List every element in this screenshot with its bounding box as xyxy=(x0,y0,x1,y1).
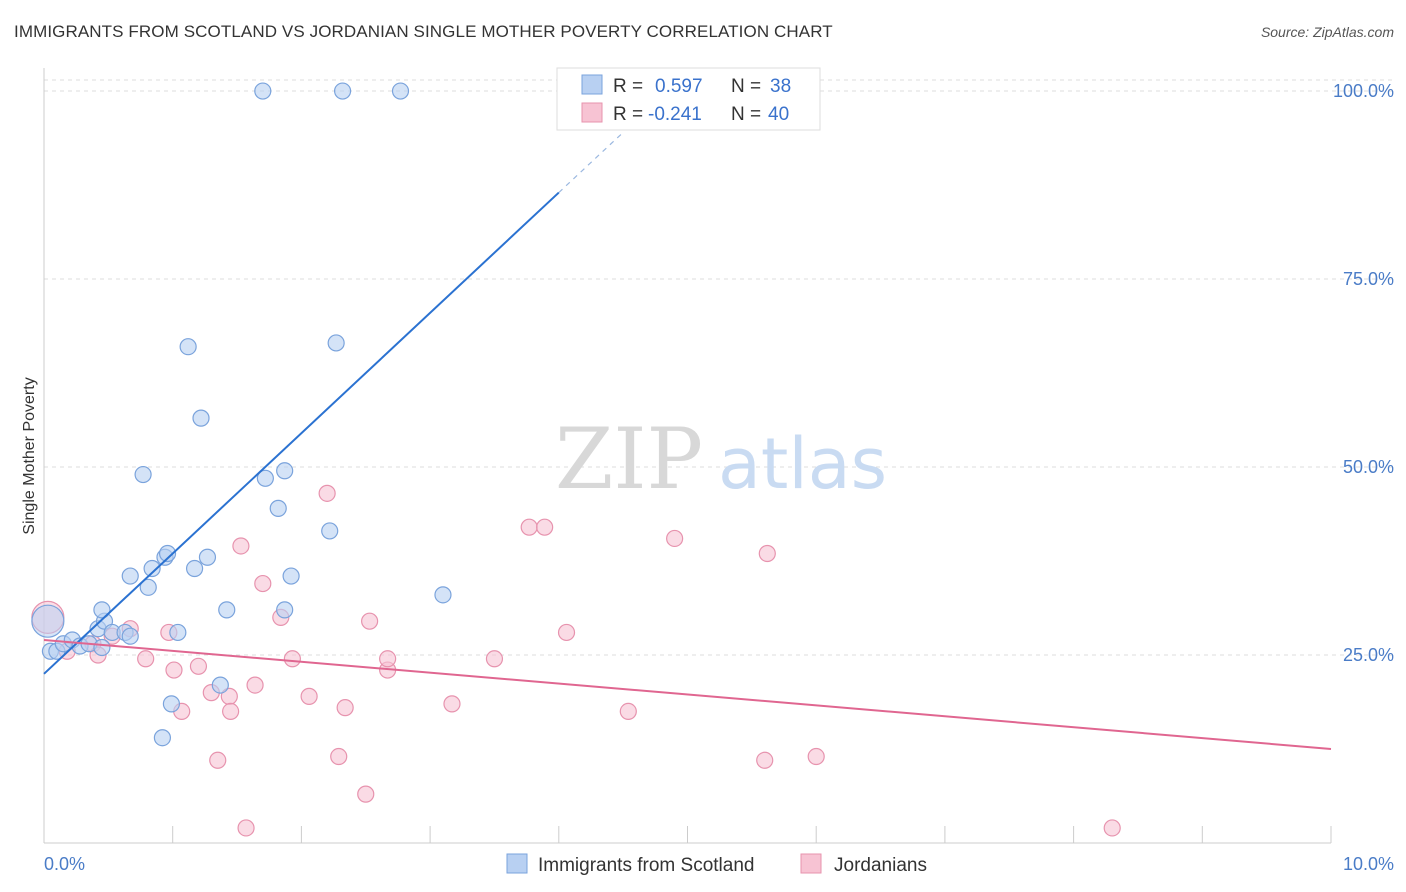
trend-line-jordanians xyxy=(43,638,1332,751)
point-jordanians xyxy=(536,518,554,536)
point-jordanians xyxy=(357,785,375,803)
point-scotland xyxy=(31,604,65,638)
legend-r-value-scotland: 0.597 xyxy=(655,76,703,97)
point-scotland xyxy=(256,469,274,487)
legend-r-value-jordanians: -0.241 xyxy=(648,104,702,125)
point-scotland xyxy=(169,623,187,642)
point-jordanians xyxy=(756,751,774,769)
legend-r-label-1: R = xyxy=(613,76,643,97)
point-jordanians xyxy=(807,747,825,766)
point-scotland xyxy=(192,409,210,427)
point-scotland xyxy=(282,567,300,585)
chart-title: IMMIGRANTS FROM SCOTLAND VS JORDANIAN SI… xyxy=(14,22,833,41)
point-jordanians xyxy=(666,529,684,548)
point-scotland xyxy=(198,548,217,566)
y-tick-label: 25.0% xyxy=(1343,645,1394,665)
bottom-legend-scotland: Immigrants from Scotland xyxy=(538,855,754,876)
legend-n-value-scotland: 38 xyxy=(770,76,791,97)
axes xyxy=(43,68,1332,844)
trend-line-scotland-extension xyxy=(558,131,624,193)
legend-n-label-2: N = xyxy=(731,104,761,125)
x-tick-label-min: 0.0% xyxy=(44,854,85,874)
point-scotland xyxy=(143,559,161,578)
series-jordanians-points xyxy=(31,484,1121,837)
point-scotland xyxy=(185,559,204,578)
point-jordanians xyxy=(330,747,348,766)
bottom-swatch-jordanians xyxy=(800,853,822,874)
point-jordanians xyxy=(318,484,336,502)
watermark-zip: ZIP xyxy=(555,410,703,508)
point-scotland xyxy=(162,695,181,713)
point-scotland xyxy=(93,601,111,619)
point-jordanians xyxy=(237,819,255,837)
point-jordanians xyxy=(137,650,155,668)
series-scotland-points xyxy=(31,82,452,747)
y-tick-label: 100.0% xyxy=(1333,81,1394,101)
point-scotland xyxy=(276,601,294,619)
point-jordanians xyxy=(443,695,461,713)
legend-n-value-jordanians: 40 xyxy=(768,104,789,125)
point-jordanians xyxy=(361,612,379,630)
point-jordanians xyxy=(165,661,183,679)
legend-swatch-scotland xyxy=(581,74,603,95)
point-jordanians xyxy=(1103,819,1121,837)
bottom-legend-jordanians: Jordanians xyxy=(834,855,927,876)
point-scotland xyxy=(391,82,410,100)
point-scotland xyxy=(434,586,452,604)
point-jordanians xyxy=(758,544,776,563)
trend-lines xyxy=(43,131,1332,751)
point-jordanians xyxy=(254,574,272,593)
point-jordanians xyxy=(283,650,301,668)
point-scotland xyxy=(321,522,339,540)
correlation-legend: R = 0.597 N = 38 R = -0.241 N = 40 xyxy=(556,67,821,131)
point-scotland xyxy=(93,638,111,657)
point-scotland xyxy=(276,462,294,480)
point-jordanians xyxy=(336,699,354,717)
watermark-atlas: atlas xyxy=(718,423,887,505)
point-scotland xyxy=(121,567,139,585)
point-scotland xyxy=(333,82,352,100)
point-scotland xyxy=(254,82,272,100)
grid-lines xyxy=(44,79,1394,656)
point-scotland xyxy=(121,627,139,645)
point-scotland xyxy=(179,338,197,356)
point-jordanians xyxy=(557,623,576,642)
point-jordanians xyxy=(232,537,250,555)
point-jordanians xyxy=(485,650,504,668)
source-credit: Source: ZipAtlas.com xyxy=(1260,24,1394,40)
point-scotland xyxy=(153,729,172,747)
legend-r-label-2: R = xyxy=(613,104,643,125)
y-tick-label: 50.0% xyxy=(1343,457,1394,477)
point-scotland xyxy=(139,578,157,596)
point-jordanians xyxy=(246,676,264,694)
point-scotland xyxy=(211,676,229,694)
point-jordanians xyxy=(209,751,227,769)
point-jordanians xyxy=(189,657,208,675)
point-jordanians xyxy=(379,650,397,668)
trend-line-scotland xyxy=(43,191,560,675)
point-jordanians xyxy=(222,702,240,721)
y-axis-label: Single Mother Poverty xyxy=(21,377,38,534)
x-tick-label-max: 10.0% xyxy=(1343,854,1394,874)
point-scotland xyxy=(269,499,287,517)
legend-n-label-1: N = xyxy=(731,76,761,97)
point-scotland xyxy=(158,544,177,563)
bottom-swatch-scotland xyxy=(506,853,528,874)
legend-swatch-jordanians xyxy=(581,102,603,123)
point-jordanians xyxy=(619,702,637,721)
point-scotland xyxy=(134,465,152,484)
tick-labels: 25.0% 50.0% 75.0% 100.0% 0.0% 10.0% xyxy=(44,81,1394,874)
point-scotland xyxy=(327,334,345,352)
point-scotland xyxy=(218,601,236,619)
y-tick-label: 75.0% xyxy=(1343,269,1394,289)
point-jordanians xyxy=(520,518,538,536)
point-jordanians xyxy=(300,687,318,705)
series-legend: Immigrants from Scotland Jordanians xyxy=(506,853,927,876)
watermark: ZIP atlas xyxy=(555,410,887,508)
